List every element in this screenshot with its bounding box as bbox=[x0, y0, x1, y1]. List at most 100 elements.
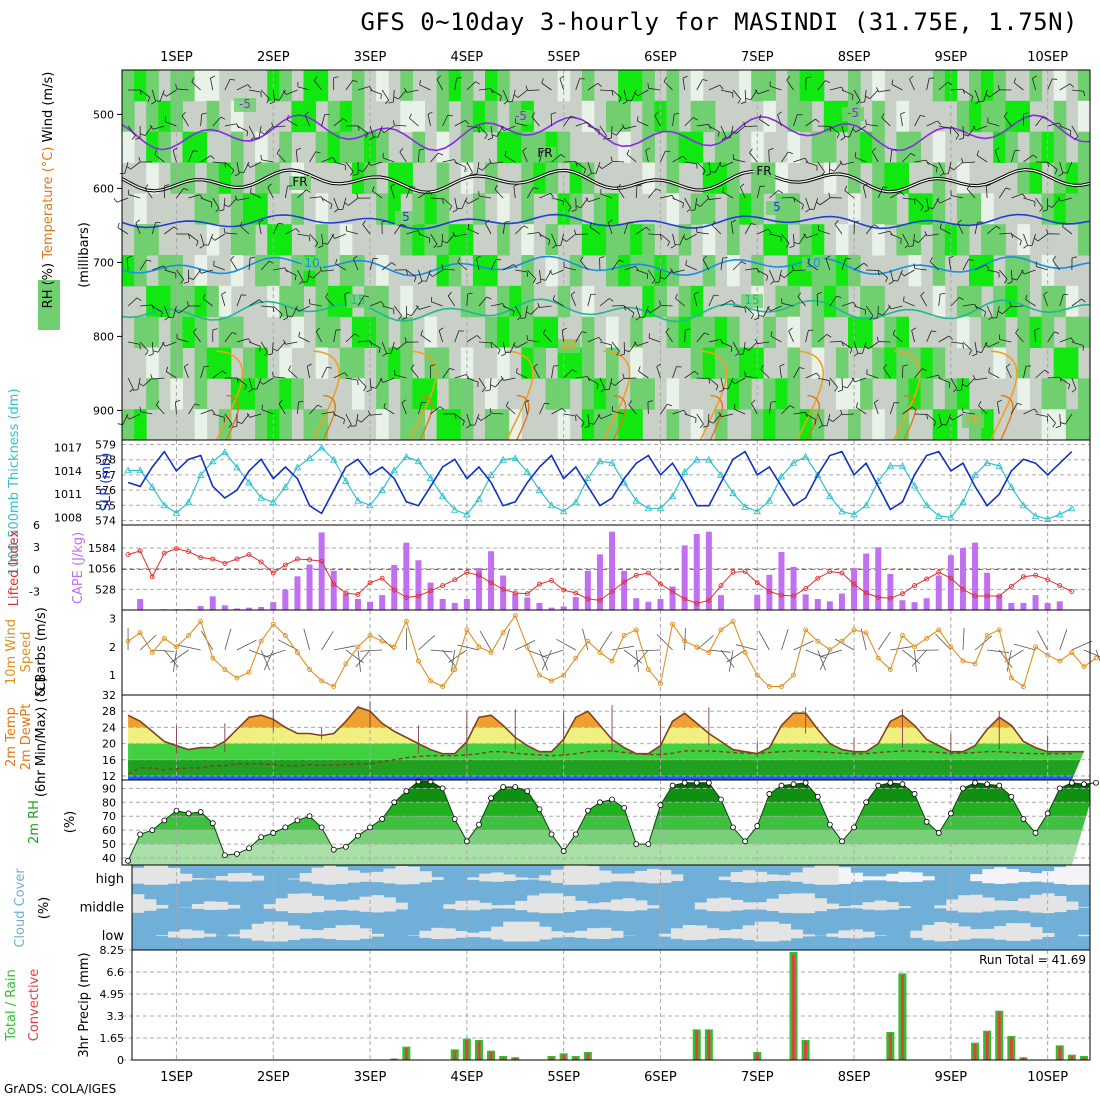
wind-barb-10m bbox=[817, 649, 827, 671]
rh-cell bbox=[714, 347, 728, 379]
wind-speed-point bbox=[1093, 655, 1099, 661]
wind-barb-flag bbox=[789, 245, 795, 248]
wind-barb bbox=[902, 197, 915, 200]
wind-barb bbox=[430, 152, 439, 163]
wind-barb bbox=[892, 334, 903, 343]
wind-barb bbox=[744, 89, 747, 103]
wind-barb-flag bbox=[985, 264, 990, 269]
wind-barb-flag bbox=[246, 131, 249, 137]
wind-barb bbox=[966, 377, 976, 387]
rh-point bbox=[488, 795, 494, 802]
wind-barb bbox=[727, 377, 734, 390]
wind-barb bbox=[394, 124, 407, 127]
wind-barb-flag bbox=[955, 134, 960, 140]
rh-cell bbox=[1065, 193, 1079, 225]
wind-barb bbox=[454, 78, 458, 91]
thickness-point bbox=[354, 496, 362, 504]
wind-barb-flag bbox=[306, 189, 311, 193]
wind-barb-flag bbox=[239, 221, 243, 227]
rh-legend-swatch bbox=[38, 280, 60, 330]
cape-bar bbox=[669, 586, 676, 610]
wind-barb bbox=[878, 89, 891, 93]
wind-barb-flag bbox=[786, 76, 791, 81]
wind-barb-flag bbox=[175, 399, 181, 403]
wind-barb-flag bbox=[737, 98, 742, 104]
wind-barb-flag bbox=[344, 202, 349, 206]
wind-barb-flag bbox=[839, 160, 843, 166]
cloud-cell bbox=[359, 896, 372, 912]
wind-barb-flag bbox=[234, 195, 238, 201]
wind-barb bbox=[297, 189, 307, 199]
wind-barb-flag bbox=[818, 424, 823, 429]
wind-barb bbox=[446, 233, 456, 244]
rh-cell bbox=[170, 347, 183, 379]
temp-band bbox=[128, 743, 1084, 760]
rh-point bbox=[451, 816, 458, 822]
rh-cell bbox=[194, 131, 208, 163]
wind-barb bbox=[224, 332, 233, 343]
wind-barb-flag bbox=[994, 147, 1000, 152]
wind-barb bbox=[926, 161, 938, 168]
wind-barb-10m bbox=[479, 630, 492, 651]
wind-barb bbox=[454, 161, 466, 168]
wind-barb-flag bbox=[877, 270, 880, 276]
wind-barb-10m bbox=[357, 649, 362, 672]
wind-barb bbox=[600, 413, 613, 420]
wind-barb-flag bbox=[438, 327, 444, 331]
upper-air-panel: 500600700800900-5FR5101520-5FR5101520FR-… bbox=[38, 69, 1091, 441]
wind-barb bbox=[531, 116, 540, 127]
rh-cell bbox=[1017, 162, 1030, 194]
rh-cell bbox=[206, 347, 220, 379]
wind-barb bbox=[208, 233, 214, 246]
precip-tick-label: 0 bbox=[117, 1054, 124, 1067]
wind-barb bbox=[370, 413, 383, 416]
wind-barb bbox=[1024, 269, 1036, 275]
cloud-cell bbox=[323, 899, 336, 911]
rh-cell bbox=[787, 285, 801, 318]
wind-barb-flag bbox=[287, 315, 293, 318]
wind-barb-flag bbox=[768, 148, 774, 151]
rh-cell bbox=[823, 162, 837, 194]
cape-bar bbox=[233, 608, 240, 610]
wind-barb-flag bbox=[988, 316, 993, 321]
wind-speed-point bbox=[488, 650, 494, 655]
thickness-point bbox=[438, 492, 447, 500]
wind-barb bbox=[236, 338, 249, 343]
li-point bbox=[524, 591, 530, 597]
wind-barb-flag bbox=[1015, 328, 1019, 334]
rh-cell bbox=[969, 255, 982, 287]
thickness-point bbox=[414, 457, 423, 465]
wind-barb bbox=[560, 233, 565, 246]
wind-barb bbox=[877, 269, 888, 278]
wind-barb-flag bbox=[971, 96, 974, 102]
wind-barb bbox=[200, 155, 212, 163]
wind-barb bbox=[212, 161, 225, 164]
wind-barb-flag bbox=[670, 245, 676, 249]
rh-cell bbox=[122, 409, 135, 441]
wind-barb bbox=[978, 405, 988, 415]
wind-barb-flag bbox=[570, 291, 576, 296]
rh-cell bbox=[545, 378, 559, 410]
cloud-cell bbox=[898, 906, 911, 909]
wind-barb bbox=[873, 402, 879, 415]
wind-barb-flag bbox=[457, 257, 461, 263]
wind-barb-flag bbox=[636, 116, 639, 122]
cloud-cell bbox=[1066, 865, 1079, 885]
wind-barb bbox=[684, 370, 695, 379]
rh-cell bbox=[896, 100, 909, 133]
wind-barb bbox=[478, 341, 491, 344]
cape-bar bbox=[947, 555, 954, 610]
rh-cell bbox=[932, 347, 946, 379]
cape-bar bbox=[367, 601, 374, 610]
wind-barb bbox=[1071, 341, 1084, 346]
wind-barb bbox=[304, 114, 310, 127]
wind-barb-flag bbox=[715, 385, 719, 391]
wind-barb-flag bbox=[665, 150, 671, 153]
wind-speed-point bbox=[137, 630, 143, 636]
rh-cell bbox=[134, 409, 147, 441]
rh-point bbox=[899, 781, 906, 788]
wind-barb bbox=[1059, 337, 1072, 343]
cloud-cell bbox=[922, 924, 935, 941]
contour-label: FR bbox=[292, 175, 307, 189]
rh-cell bbox=[424, 347, 438, 379]
